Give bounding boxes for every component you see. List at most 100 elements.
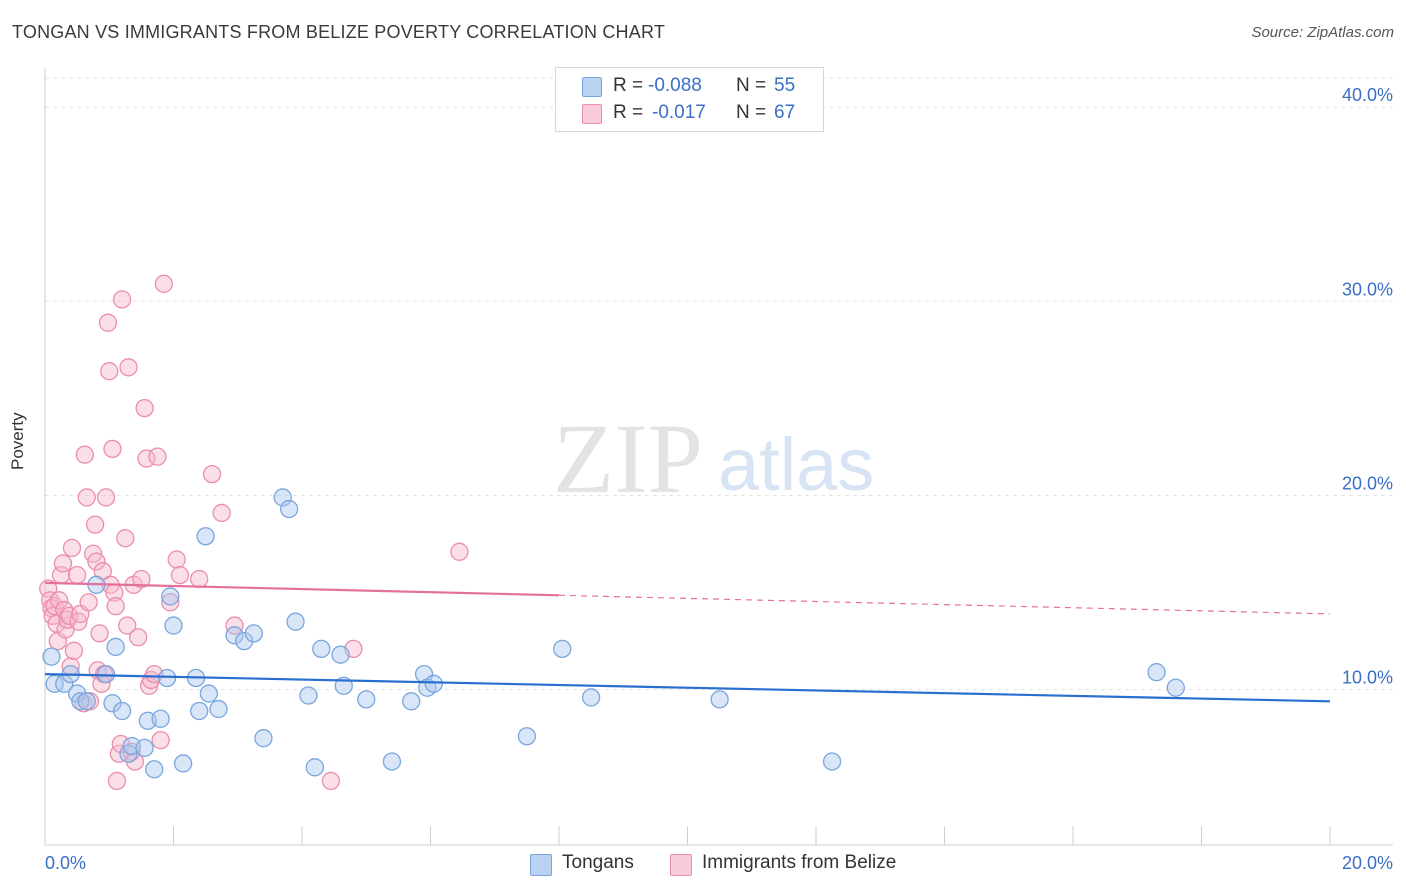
y-axis-label: Poverty bbox=[8, 412, 27, 470]
belize-point bbox=[112, 290, 132, 309]
watermark: ZIP atlas bbox=[553, 403, 874, 514]
belize-point bbox=[167, 550, 186, 569]
belize-point bbox=[212, 503, 231, 523]
belize-point bbox=[98, 313, 118, 332]
belize-point bbox=[62, 538, 82, 558]
tongan-point bbox=[209, 699, 228, 719]
n-value: 55 bbox=[774, 75, 796, 96]
y-tick-label: 40.0% bbox=[1342, 85, 1393, 105]
source-label: Source: ZipAtlas.com bbox=[1251, 24, 1394, 41]
tongan-point bbox=[157, 668, 177, 688]
tongan-point bbox=[331, 645, 350, 664]
tongan-point bbox=[173, 754, 193, 773]
tongan-point bbox=[190, 701, 209, 721]
belize-point bbox=[118, 616, 137, 635]
gridlines bbox=[45, 77, 1393, 691]
stats-legend: R = -0.088 N = 55 R = -0.017 N = 67 bbox=[555, 67, 824, 132]
tongan-point bbox=[822, 752, 842, 771]
belize-point bbox=[170, 565, 190, 585]
belize-point bbox=[87, 552, 106, 571]
belize-point bbox=[129, 628, 148, 647]
belize-point bbox=[103, 439, 122, 459]
chart-title: TONGAN VS IMMIGRANTS FROM BELIZE POVERTY… bbox=[12, 22, 666, 42]
trend-line-belize-dashed bbox=[558, 594, 1331, 615]
tongan-point bbox=[199, 684, 218, 703]
tongan-point bbox=[517, 727, 537, 746]
tongan-point bbox=[42, 647, 61, 666]
y-tick-label: 30.0% bbox=[1342, 279, 1393, 299]
tongan-point bbox=[225, 626, 244, 645]
tongan-point bbox=[164, 616, 183, 635]
tongan-point bbox=[382, 752, 402, 771]
belize-point bbox=[64, 641, 84, 660]
belize-point bbox=[39, 579, 58, 598]
tongan-point bbox=[235, 631, 254, 651]
tongan-point bbox=[710, 690, 729, 709]
n-value: 67 bbox=[774, 102, 796, 123]
axes bbox=[44, 68, 1393, 846]
tongan-point bbox=[402, 692, 421, 711]
tongan-point bbox=[196, 527, 215, 546]
belize-point bbox=[49, 591, 69, 610]
belize-point bbox=[77, 488, 96, 507]
tongan-point bbox=[279, 499, 299, 519]
tongan-point bbox=[106, 637, 125, 657]
n-label: N = bbox=[736, 75, 767, 96]
belize-point bbox=[450, 542, 469, 561]
tongan-point bbox=[254, 729, 273, 748]
x-tick-label: 0.0% bbox=[45, 853, 86, 873]
tongan-point bbox=[71, 692, 90, 711]
tongan-point bbox=[135, 738, 154, 758]
y-tick-label: 10.0% bbox=[1342, 668, 1393, 688]
r-value: -0.017 bbox=[652, 102, 706, 123]
belize-point bbox=[90, 624, 109, 643]
r-value: -0.088 bbox=[648, 75, 702, 96]
tongan-point bbox=[77, 692, 96, 711]
tongan-point bbox=[1147, 663, 1166, 682]
belize-point bbox=[106, 597, 125, 616]
legend-label-tongans: Tongans bbox=[562, 852, 634, 873]
tongan-point bbox=[357, 690, 376, 709]
tongan-point bbox=[244, 624, 263, 643]
tongan-point bbox=[151, 709, 170, 728]
r-label: R = bbox=[613, 102, 644, 123]
tongan-point bbox=[581, 688, 601, 707]
belize-point bbox=[79, 593, 98, 612]
data-points bbox=[39, 274, 1185, 791]
belize-point bbox=[161, 593, 180, 612]
watermark-zip: ZIP bbox=[553, 403, 703, 514]
tongan-point bbox=[305, 758, 325, 777]
tongan-point bbox=[273, 488, 292, 507]
belize-point bbox=[119, 358, 138, 377]
belize-point bbox=[321, 771, 341, 791]
stats-row-belize: R = -0.017 N = 67 bbox=[556, 101, 823, 127]
tongan-point bbox=[1166, 678, 1185, 697]
belize-legend-swatch bbox=[670, 854, 692, 876]
belize-point bbox=[132, 569, 151, 589]
tongan-point bbox=[286, 612, 305, 631]
tongans-swatch bbox=[582, 77, 602, 97]
stats-row-tongans: R = -0.088 N = 55 bbox=[556, 74, 823, 100]
tongan-point bbox=[299, 686, 318, 705]
belize-point bbox=[85, 515, 105, 534]
belize-point bbox=[148, 447, 167, 466]
x-tick-label: 20.0% bbox=[1342, 853, 1393, 873]
belize-point bbox=[154, 274, 174, 293]
tongan-point bbox=[553, 639, 572, 659]
tongan-point bbox=[112, 701, 132, 721]
tongan-point bbox=[424, 674, 443, 693]
belize-swatch bbox=[582, 104, 602, 124]
trend-lines bbox=[44, 581, 1331, 703]
tongan-point bbox=[103, 694, 122, 713]
tongans-legend-swatch bbox=[530, 854, 552, 876]
tongan-point bbox=[312, 639, 331, 659]
watermark-atlas: atlas bbox=[718, 423, 874, 506]
tongan-point bbox=[161, 587, 180, 606]
r-label: R = bbox=[613, 75, 644, 96]
tick-labels: 10.0% 20.0% 30.0% 40.0% 0.0% 20.0% bbox=[45, 85, 1393, 873]
trend-line-belize-solid bbox=[44, 581, 560, 597]
trend-line-tongans bbox=[44, 673, 1331, 703]
belize-point bbox=[74, 694, 93, 713]
belize-point bbox=[107, 771, 127, 791]
